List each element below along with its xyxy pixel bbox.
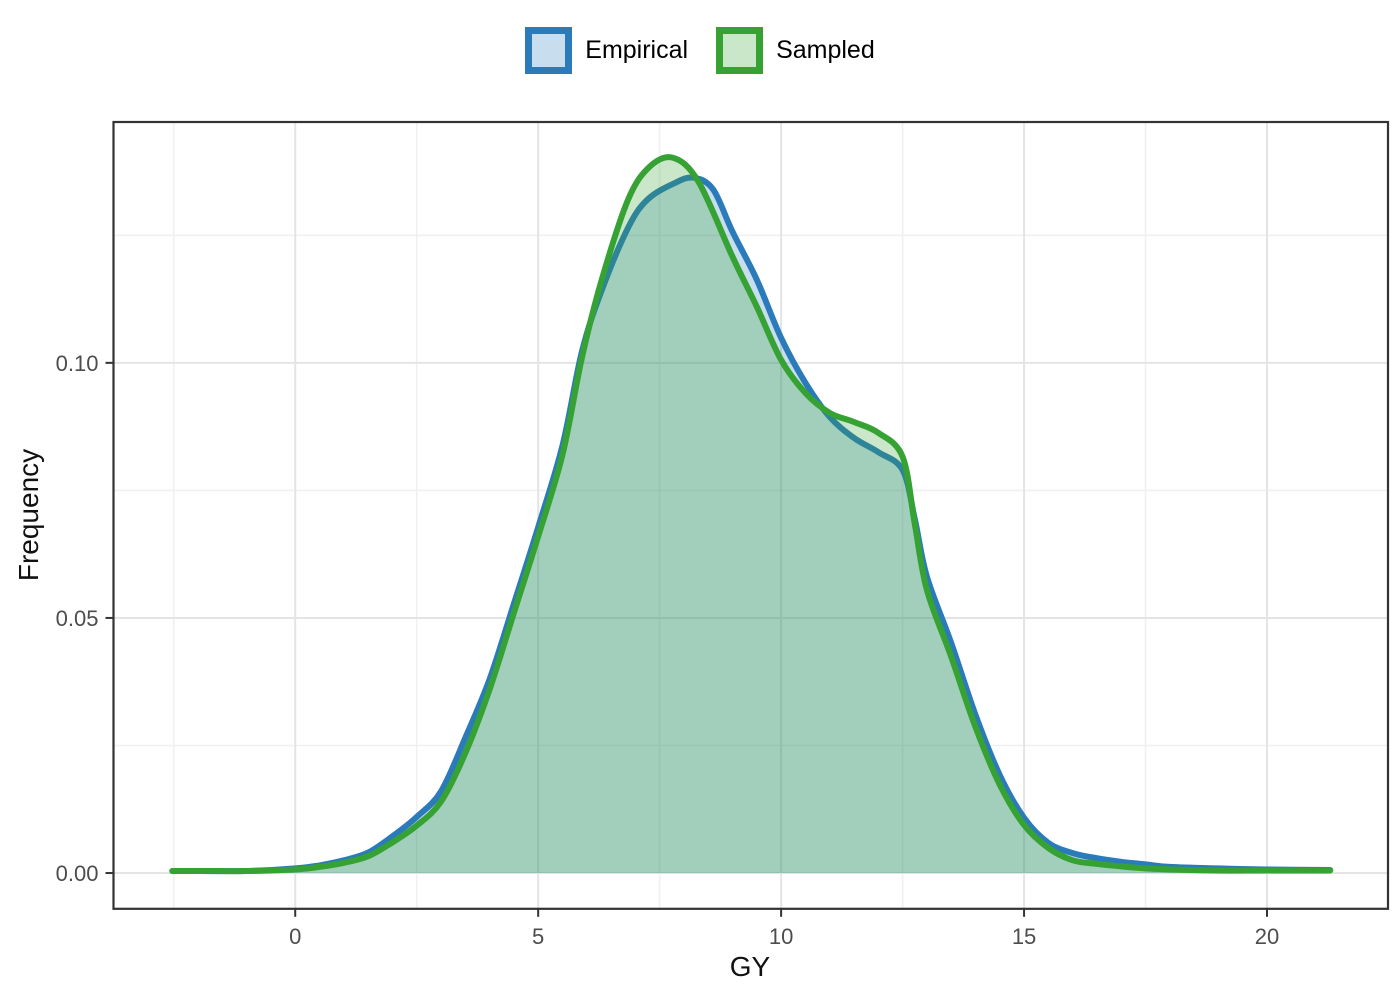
- empirical-density-area: [172, 177, 1331, 874]
- legend-key-sampled-swatch: [716, 27, 764, 74]
- legend-label-empirical: Empirical: [585, 36, 689, 64]
- x-axis-title: GY: [730, 951, 771, 982]
- x-tick-label: 15: [1012, 924, 1036, 949]
- y-tick-label: 0.10: [56, 351, 99, 376]
- x-tick-label: 20: [1255, 924, 1279, 949]
- legend-key-empirical-swatch: [525, 27, 573, 74]
- panel-border: [112, 120, 1390, 910]
- legend-item-empirical: Empirical: [525, 27, 688, 74]
- sampled-density-curve: [169, 154, 1334, 875]
- legend: Empirical Sampled: [0, 27, 1400, 74]
- y-tick-label: 0.05: [56, 606, 99, 631]
- x-tick-label: 5: [532, 924, 544, 949]
- legend-label-sampled: Sampled: [776, 36, 875, 64]
- sampled-density-area: [172, 157, 1331, 874]
- empirical-density-curve: [169, 174, 1334, 875]
- y-axis-title: Frequency: [13, 449, 44, 581]
- legend-item-sampled: Sampled: [716, 27, 875, 74]
- x-tick-label: 10: [769, 924, 793, 949]
- y-tick-label: 0.00: [56, 861, 99, 886]
- x-tick-label: 0: [289, 924, 301, 949]
